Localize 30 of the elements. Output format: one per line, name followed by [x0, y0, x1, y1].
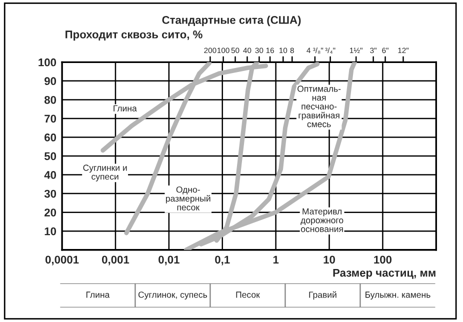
x-axis-title: Размер частиц, мм: [333, 268, 436, 279]
y-tick-label: 70: [44, 114, 56, 123]
y-tick-label: 10: [44, 227, 56, 236]
y-tick-label: 100: [38, 58, 56, 66]
annotation: Одно- размерный песок: [166, 186, 210, 210]
y-tick-label: 20: [44, 208, 56, 216]
x-tick-label: 0,1: [215, 256, 230, 266]
y-tick-label: 50: [44, 152, 56, 160]
y-axis-title: Проходит сквозь сито, %: [66, 30, 202, 41]
x-tick-label: 10: [324, 256, 335, 264]
y-tick-label: 60: [44, 134, 56, 142]
text: Гравий: [309, 291, 336, 300]
x-tick-label: 1: [273, 256, 279, 264]
text: Суглинок, супесь: [138, 292, 208, 300]
x-tick-label: 0,0001: [45, 256, 79, 266]
text: Булыжн. камень: [366, 292, 430, 300]
text: Глина: [86, 292, 110, 298]
y-tick-label: 80: [44, 96, 56, 104]
y-tick-label: 40: [44, 171, 56, 179]
annotation: Оптималь- ная песчано- гравийная смесь: [298, 86, 341, 128]
x-tick-label: 0,01: [158, 256, 180, 266]
x2-axis-title: Стандартные сита (США): [162, 16, 301, 26]
text: Песок: [236, 292, 260, 298]
annotation: Суглинки и супеси: [83, 164, 127, 182]
annotation: Глина: [114, 105, 137, 112]
annotation: Материвл дорожного основания: [300, 208, 344, 232]
x-tick-label: 100: [374, 256, 392, 264]
y-tick-label: 30: [44, 190, 56, 198]
x-tick-label: 0,001: [102, 256, 130, 266]
y-tick-label: 90: [44, 77, 56, 86]
